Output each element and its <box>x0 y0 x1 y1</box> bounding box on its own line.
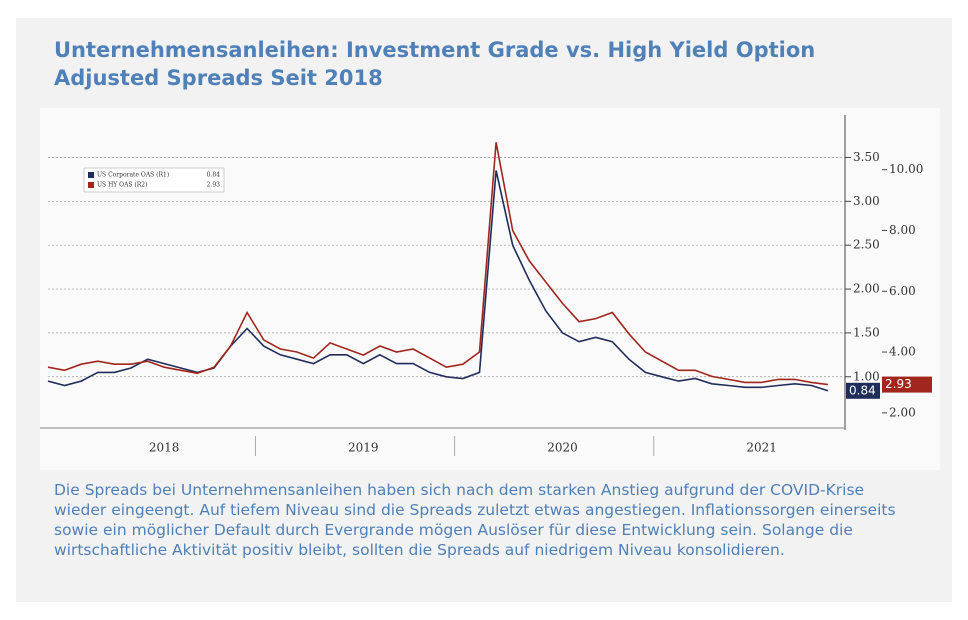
last-value-badge <box>846 382 880 399</box>
y2-tick-label: 2.00 <box>889 405 916 419</box>
legend-swatch <box>88 172 94 178</box>
y2-tick-label: 4.00 <box>889 345 916 359</box>
y-tick-label: 1.50 <box>853 325 880 339</box>
y-tick-label: 3.50 <box>853 150 880 164</box>
legend-swatch <box>88 182 94 188</box>
last-value-label: 0.84 <box>849 383 876 397</box>
x-tick-label: 2018 <box>149 441 180 455</box>
y-tick-label: 1.00 <box>853 369 880 383</box>
x-tick-label: 2020 <box>547 441 578 455</box>
legend-box <box>83 167 225 193</box>
series-line <box>47 142 829 386</box>
y2-tick-label: 6.00 <box>889 284 916 298</box>
last-value-label: 2.93 <box>885 377 912 391</box>
last-value-badge <box>882 376 932 393</box>
x-tick-label: 2021 <box>746 441 777 455</box>
y-tick-label: 3.00 <box>853 194 880 208</box>
legend-value: 2.93 <box>207 182 221 189</box>
legend-label: US Corporate OAS (R1) <box>97 172 169 179</box>
y-tick-label: 2.50 <box>853 238 880 252</box>
legend-value: 0.84 <box>207 172 221 179</box>
legend-label: US HY OAS (R2) <box>97 182 147 189</box>
y2-tick-label: 8.00 <box>889 223 916 237</box>
y2-tick-label: 10.00 <box>889 162 923 176</box>
x-tick-label: 2019 <box>348 441 379 455</box>
title: Unternehmensanleihen: Investment Grade v… <box>54 38 816 90</box>
series-line <box>47 170 829 392</box>
caption: Die Spreads bei Unternehmensanleihen hab… <box>54 481 896 559</box>
y-tick-label: 2.00 <box>853 282 880 296</box>
